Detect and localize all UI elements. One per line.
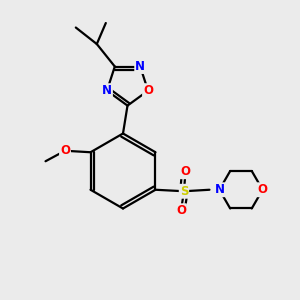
Text: O: O (60, 144, 70, 157)
Text: N: N (102, 84, 112, 97)
Text: S: S (180, 185, 188, 198)
Text: N: N (135, 60, 145, 73)
Text: O: O (176, 204, 186, 217)
Text: O: O (258, 183, 268, 196)
Text: O: O (143, 84, 153, 97)
Text: O: O (181, 165, 190, 178)
Text: N: N (214, 183, 224, 196)
